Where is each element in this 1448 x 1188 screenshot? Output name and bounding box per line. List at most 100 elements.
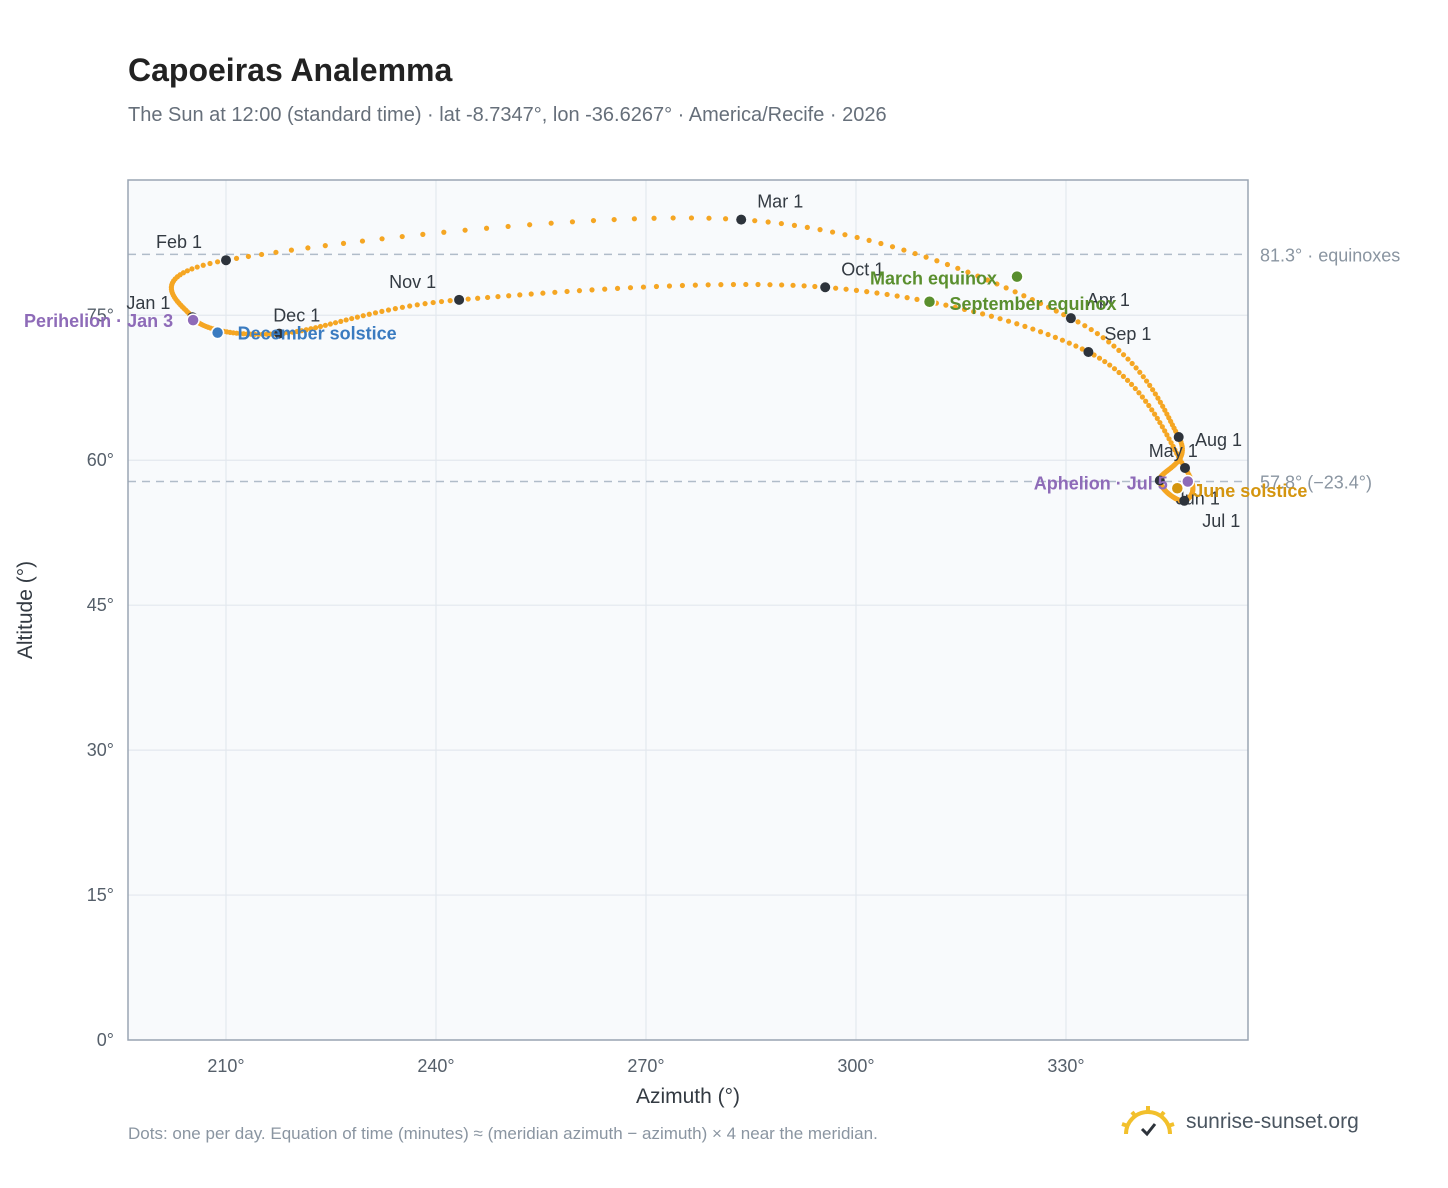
daily-dot (1155, 395, 1161, 401)
daily-dot (944, 261, 951, 268)
daily-dot (666, 283, 673, 289)
daily-dot (1140, 374, 1146, 380)
daily-dot (692, 282, 698, 288)
daily-dot (722, 216, 729, 222)
daily-dot (801, 283, 807, 289)
daily-dot (441, 229, 447, 235)
daily-dot (200, 262, 206, 268)
daily-dot (483, 225, 490, 231)
daily-dot (245, 253, 252, 260)
daily-dot (360, 313, 366, 319)
daily-dot (576, 288, 583, 294)
daily-dot (1116, 347, 1122, 353)
daily-dot (1053, 308, 1059, 314)
daily-dot (631, 216, 637, 222)
daily-dot (878, 240, 884, 247)
daily-dot (552, 289, 558, 295)
y-tick-label: 30° (87, 740, 114, 760)
daily-dot (864, 289, 870, 295)
month-marker (1065, 313, 1076, 324)
month-marker (221, 255, 231, 266)
daily-dot (843, 286, 849, 292)
chart-subtitle: The Sun at 12:00 (standard time) · lat -… (128, 104, 887, 126)
daily-dot (1133, 365, 1139, 371)
daily-dot (248, 331, 254, 337)
daily-dot (1143, 378, 1150, 384)
daily-dot (1088, 326, 1094, 333)
daily-dot (189, 266, 195, 272)
daily-dot (1164, 432, 1170, 438)
daily-dot (285, 330, 291, 336)
x-tick-label: 270° (627, 1056, 664, 1076)
event-marker (922, 295, 937, 309)
daily-dot (904, 295, 910, 301)
daily-dot (288, 247, 295, 253)
daily-dot (1107, 362, 1113, 368)
daily-dot (706, 215, 712, 221)
daily-dot (465, 296, 471, 302)
daily-dot (1030, 326, 1036, 332)
daily-dot (268, 331, 274, 337)
daily-dot (988, 313, 995, 319)
daily-dot (214, 259, 221, 265)
daily-dot (1100, 335, 1106, 341)
y-tick-label: 0° (97, 1030, 114, 1050)
y-tick-label: 45° (87, 595, 114, 615)
daily-dot (1073, 343, 1079, 349)
daily-dot (1079, 346, 1085, 352)
daily-dot (420, 231, 426, 237)
daily-dot (1012, 289, 1018, 295)
month-marker (1180, 462, 1190, 473)
daily-dot (564, 288, 570, 295)
daily-dot (1147, 382, 1153, 388)
daily-dot (1150, 387, 1156, 393)
daily-dot (894, 293, 900, 299)
month-marker (1083, 347, 1094, 357)
daily-dot (1159, 424, 1165, 430)
daily-dot (1102, 358, 1108, 365)
daily-dot (322, 322, 328, 328)
y-tick-label: 60° (87, 450, 114, 470)
daily-dot (590, 217, 597, 224)
daily-dot (1106, 339, 1112, 345)
daily-dot (495, 293, 501, 300)
event-label: September equinox (950, 294, 1117, 314)
daily-dot (1021, 293, 1027, 299)
daily-dot (1162, 428, 1168, 434)
daily-dot (422, 301, 428, 307)
daily-dot (752, 218, 758, 224)
daily-dot (527, 222, 533, 228)
event-label: March equinox (870, 269, 997, 289)
daily-dot (1045, 331, 1051, 338)
daily-dot (1052, 334, 1058, 340)
daily-dot (462, 227, 468, 233)
daily-dot (294, 328, 300, 335)
daily-dot (833, 285, 839, 291)
daily-dot (305, 245, 311, 251)
daily-dot (392, 306, 398, 312)
daily-dot (952, 304, 958, 310)
daily-dot (853, 287, 860, 293)
daily-dot (755, 281, 761, 288)
daily-dot (505, 223, 511, 230)
daily-dot (1037, 329, 1044, 335)
month-marker (454, 294, 465, 305)
reference-line-label: 57.8° (−23.4°) (1260, 472, 1372, 492)
daily-dot (343, 317, 349, 323)
daily-dot (923, 254, 929, 260)
daily-dot (569, 219, 576, 225)
daily-dot (791, 222, 798, 228)
daily-dot (730, 281, 737, 288)
sunrise-logo-icon (1121, 1106, 1175, 1137)
daily-dot (804, 224, 810, 231)
event-marker (1170, 481, 1185, 495)
daily-dot (528, 291, 534, 297)
daily-dot (1146, 402, 1152, 409)
daily-dot (975, 273, 981, 279)
daily-dot (874, 290, 880, 296)
daily-dot (779, 282, 785, 288)
daily-dot (934, 258, 940, 264)
daily-dot (1066, 340, 1072, 346)
daily-dot (379, 236, 385, 242)
